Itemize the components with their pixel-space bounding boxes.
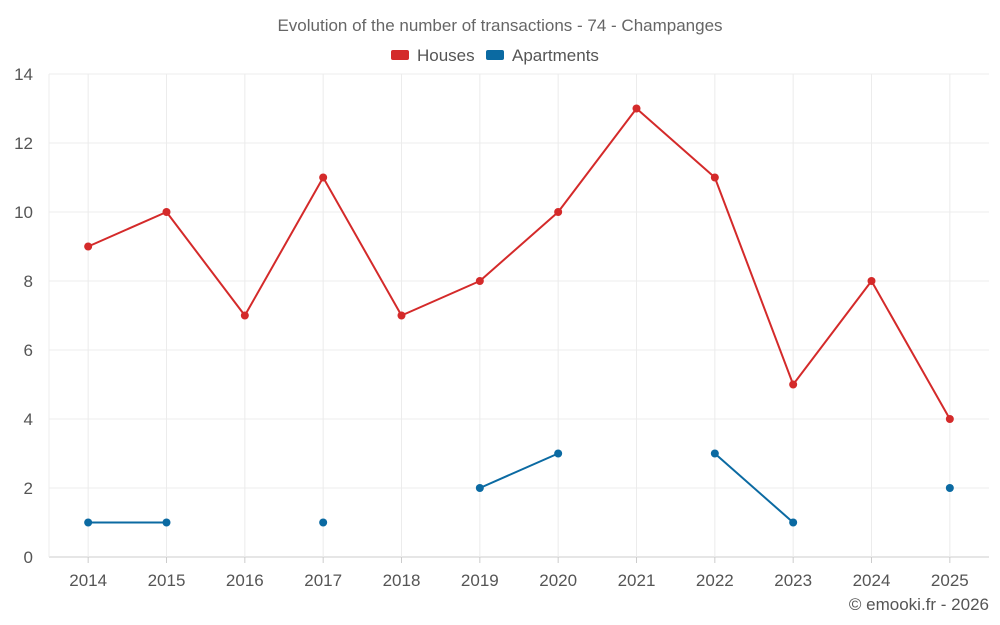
data-point-houses[interactable]: [162, 208, 171, 216]
x-tick-label: 2018: [383, 571, 421, 590]
data-point-houses[interactable]: [945, 415, 954, 423]
data-point-apartments[interactable]: [945, 484, 954, 492]
y-tick-label: 14: [14, 65, 33, 84]
legend-item-houses[interactable]: Houses: [391, 46, 475, 65]
x-tick-label: 2016: [226, 571, 264, 590]
y-tick-label: 2: [24, 479, 33, 498]
data-point-houses[interactable]: [84, 242, 93, 251]
x-tick-label: 2017: [304, 571, 342, 590]
x-tick-label: 2014: [69, 571, 107, 590]
data-point-houses[interactable]: [475, 277, 484, 285]
legend: Houses Apartments: [391, 46, 599, 65]
data-point-houses[interactable]: [789, 380, 798, 389]
data-point-apartments[interactable]: [84, 518, 93, 527]
x-tick-label: 2015: [148, 571, 186, 590]
data-point-houses[interactable]: [710, 173, 719, 182]
y-tick-label: 4: [24, 410, 33, 429]
legend-swatch-apartments: [486, 50, 504, 60]
y-tick-label: 0: [24, 548, 33, 567]
gridlines: [49, 73, 989, 558]
series-line-houses: [87, 107, 951, 420]
data-point-apartments[interactable]: [554, 449, 563, 458]
legend-label-houses: Houses: [417, 46, 475, 65]
data-point-houses[interactable]: [554, 208, 563, 216]
series-lines: [87, 107, 951, 524]
data-point-houses[interactable]: [632, 104, 641, 113]
data-point-apartments[interactable]: [162, 518, 171, 527]
y-tick-label: 10: [14, 203, 33, 222]
x-tick-label: 2019: [461, 571, 499, 590]
x-tick-label: 2025: [931, 571, 969, 590]
data-point-apartments[interactable]: [789, 518, 798, 527]
x-tick-label: 2021: [618, 571, 656, 590]
data-point-houses[interactable]: [397, 311, 406, 320]
credit-text: © emooki.fr - 2026: [849, 595, 989, 614]
data-point-houses[interactable]: [240, 311, 249, 320]
x-tick-label: 2023: [774, 571, 812, 590]
data-point-houses[interactable]: [319, 173, 328, 182]
legend-label-apartments: Apartments: [512, 46, 599, 65]
data-point-apartments[interactable]: [319, 518, 328, 527]
x-tick-label: 2024: [853, 571, 891, 590]
data-point-houses[interactable]: [867, 277, 876, 285]
data-point-apartments[interactable]: [710, 449, 719, 458]
x-tick-label: 2020: [539, 571, 577, 590]
y-tick-label: 8: [24, 272, 33, 291]
legend-item-apartments[interactable]: Apartments: [486, 46, 599, 65]
series-line-apartments: [714, 452, 794, 524]
data-point-apartments[interactable]: [475, 484, 484, 492]
x-tick-label: 2022: [696, 571, 734, 590]
y-tick-label: 12: [14, 134, 33, 153]
legend-swatch-houses: [391, 50, 409, 60]
series-line-apartments: [479, 452, 559, 489]
series-points: [84, 104, 954, 527]
axes: 0 2 4 6 8 10 12 14 2014 2015 2016 2017 2018 2019 2020 2…: [14, 65, 969, 590]
chart-title: Evolution of the number of transactions …: [277, 16, 722, 35]
y-tick-label: 6: [24, 341, 33, 360]
